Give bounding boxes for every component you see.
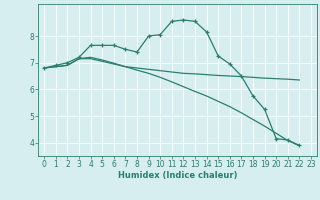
X-axis label: Humidex (Indice chaleur): Humidex (Indice chaleur) [118, 171, 237, 180]
